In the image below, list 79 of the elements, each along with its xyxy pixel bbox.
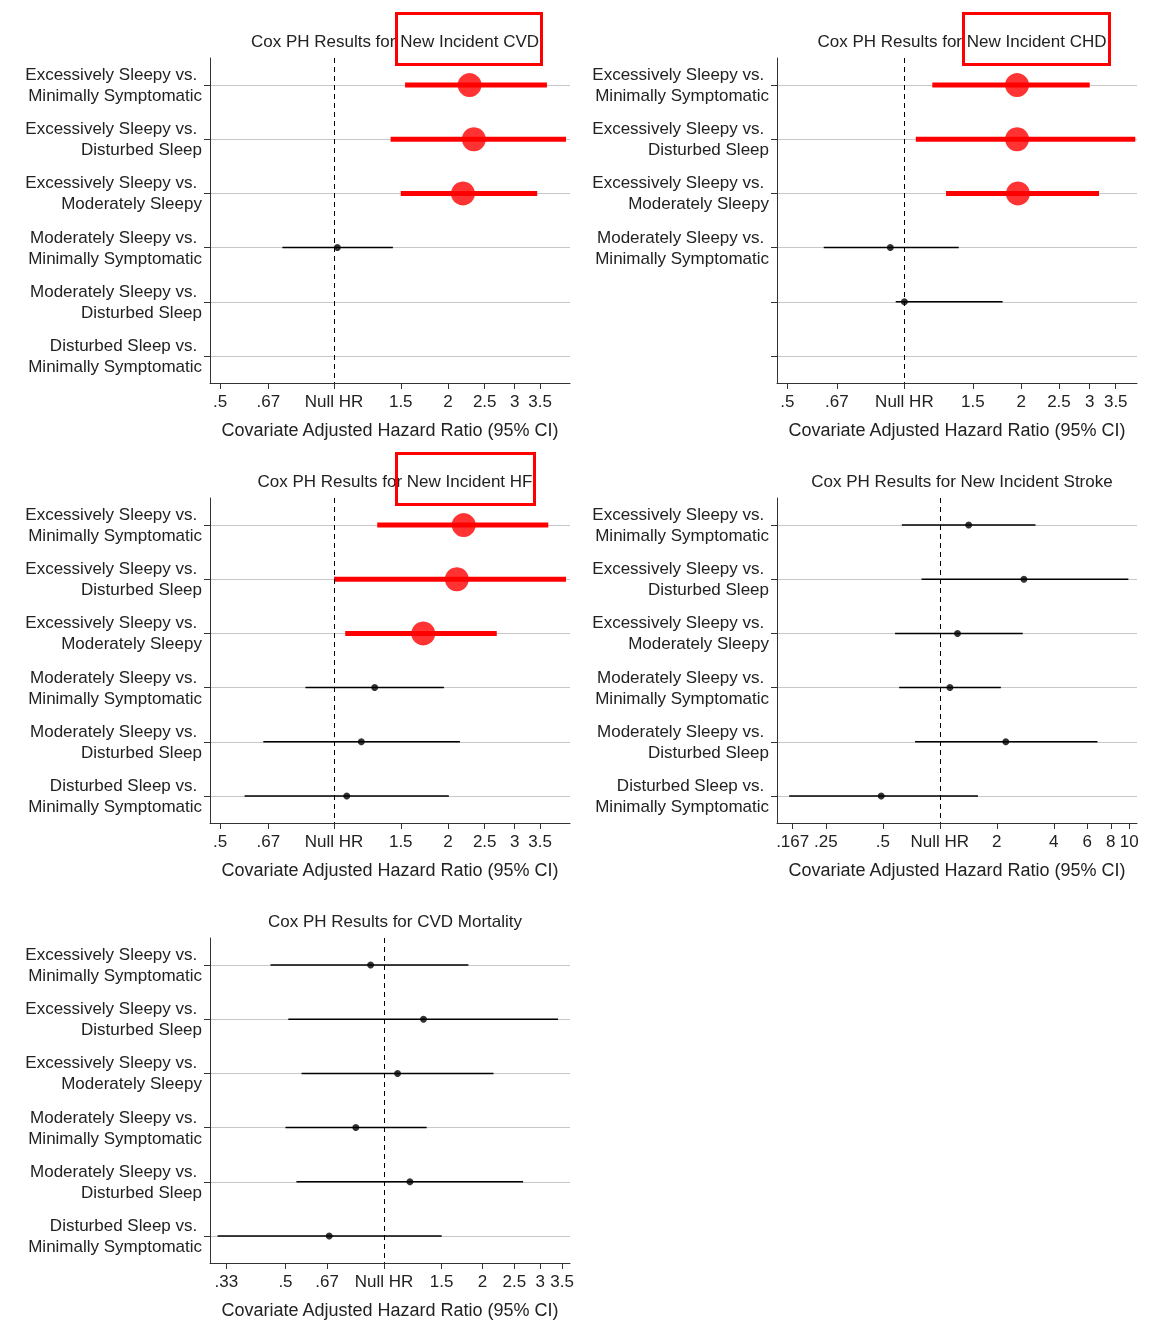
- x-tick-label: 2: [477, 1272, 488, 1291]
- x-tick-label: 3: [1085, 392, 1095, 411]
- x-tick-label: 8: [1106, 832, 1116, 851]
- y-tick-label: Disturbed Sleep vs. Minimally Symptomatic: [28, 335, 203, 376]
- x-tick-label: Null HR: [304, 392, 364, 411]
- chart-title: Cox PH Results for CVD Mortality: [267, 912, 523, 931]
- y-tick-label: Excessively Sleepy vs. Minimally Symptomatic: [25, 65, 203, 106]
- y-tick-label: Moderately Sleepy vs. Minimally Symptomatic: [28, 1107, 203, 1148]
- x-tick-label: 3: [509, 392, 520, 411]
- x-tick-label: .5: [780, 392, 795, 411]
- x-tick-label: .33: [214, 1272, 239, 1291]
- x-tick-label: 2.5: [472, 392, 497, 411]
- x-tick-label: 3.5: [550, 1272, 574, 1291]
- x-tick-label: 1.5: [388, 392, 413, 411]
- x-tick-label: Null HR: [304, 832, 364, 851]
- y-tick-label: Excessively Sleepy vs. Disturbed Sleep: [592, 559, 769, 600]
- x-axis-title: Covariate Adjusted Hazard Ratio (95% CI): [221, 860, 559, 880]
- x-tick-label: 2: [443, 832, 453, 851]
- x-tick-label: .5: [213, 832, 228, 851]
- y-tick-label: Moderately Sleepy vs. Disturbed Sleep: [30, 1161, 202, 1202]
- x-tick-label: Null HR: [354, 1272, 414, 1291]
- x-tick-label: 2.5: [502, 1272, 527, 1291]
- y-tick-label: Excessively Sleepy vs. Minimally Symptomatic: [592, 505, 770, 546]
- y-tick-label: Excessively Sleepy vs. Disturbed Sleep: [25, 999, 202, 1040]
- y-tick-label: Moderately Sleepy vs. Disturbed Sleep: [30, 721, 202, 762]
- x-tick-label: .5: [875, 832, 890, 851]
- x-axis-title: Covariate Adjusted Hazard Ratio (95% CI): [788, 420, 1126, 440]
- y-tick-label: Moderately Sleepy vs. Disturbed Sleep: [30, 281, 202, 322]
- x-tick-label: 6: [1082, 832, 1092, 851]
- x-tick-label: 3.5: [528, 392, 552, 411]
- x-axis-title: Covariate Adjusted Hazard Ratio (95% CI): [221, 420, 559, 440]
- x-axis-title: Covariate Adjusted Hazard Ratio (95% CI): [788, 860, 1126, 880]
- chart-title: Cox PH Results for New Incident Stroke: [811, 472, 1113, 491]
- chart-title: Cox PH Results for New Incident CVD: [250, 32, 540, 51]
- x-tick-label: .67: [256, 392, 281, 411]
- y-tick-label: Disturbed Sleep vs. Minimally Symptomatic: [595, 775, 770, 816]
- x-tick-label: 3: [535, 1272, 545, 1291]
- y-tick-label: Excessively Sleepy vs. Moderately Sleepy: [25, 173, 203, 214]
- x-tick-label: 1.5: [960, 392, 985, 411]
- y-tick-label: Excessively Sleepy vs. Minimally Symptomatic: [25, 505, 203, 546]
- y-tick-label: Moderately Sleepy vs. Minimally Symptomatic: [595, 667, 770, 708]
- x-tick-label: .67: [315, 1272, 339, 1291]
- x-tick-label: .167: [776, 832, 810, 851]
- y-tick-label: Disturbed Sleep vs. Minimally Symptomatic: [28, 775, 203, 816]
- x-tick-label: Null HR: [910, 832, 970, 851]
- x-tick-label: 3: [509, 832, 520, 851]
- x-tick-label: .67: [825, 392, 849, 411]
- x-tick-label: 10: [1119, 832, 1139, 851]
- x-tick-label: 2: [1016, 392, 1027, 411]
- chart-title: Cox PH Results for New Incident CHD: [817, 32, 1107, 51]
- x-tick-label: 2: [992, 832, 1002, 851]
- y-tick-label: Excessively Sleepy vs. Moderately Sleepy: [25, 613, 203, 654]
- y-tick-label: Excessively Sleepy vs. Disturbed Sleep: [25, 119, 202, 160]
- x-tick-label: 2.5: [1047, 392, 1071, 411]
- y-tick-label: Moderately Sleepy vs. Minimally Symptomatic: [28, 227, 203, 268]
- y-tick-label: Excessively Sleepy vs. Minimally Symptomatic: [25, 945, 203, 986]
- x-tick-label: 2: [443, 392, 453, 411]
- x-tick-label: .5: [213, 392, 228, 411]
- y-tick-label: Excessively Sleepy vs. Moderately Sleepy: [25, 1053, 203, 1094]
- y-tick-label: Excessively Sleepy vs. Disturbed Sleep: [592, 119, 769, 160]
- x-tick-label: 3.5: [1103, 392, 1128, 411]
- x-tick-label: 2.5: [472, 832, 497, 851]
- y-tick-label: Excessively Sleepy vs. Disturbed Sleep: [25, 559, 202, 600]
- y-tick-label: Excessively Sleepy vs. Moderately Sleepy: [592, 613, 770, 654]
- x-tick-label: 3.5: [528, 832, 552, 851]
- y-tick-label: Moderately Sleepy vs. Disturbed Sleep: [597, 721, 769, 762]
- x-tick-label: .67: [256, 832, 281, 851]
- y-tick-label: Excessively Sleepy vs. Minimally Symptomatic: [592, 65, 770, 106]
- x-axis-title: Covariate Adjusted Hazard Ratio (95% CI): [221, 1300, 559, 1320]
- y-tick-label: Moderately Sleepy vs. Minimally Symptomatic: [595, 227, 770, 268]
- x-tick-label: .5: [278, 1272, 293, 1291]
- x-tick-label: 4: [1049, 832, 1059, 851]
- y-tick-label: Disturbed Sleep vs. Minimally Symptomatic: [28, 1215, 203, 1256]
- x-tick-label: Null HR: [875, 392, 934, 411]
- x-tick-label: .25: [814, 832, 838, 851]
- y-tick-label: Excessively Sleepy vs. Moderately Sleepy: [592, 173, 770, 214]
- y-tick-label: Moderately Sleepy vs. Minimally Symptomatic: [28, 667, 203, 708]
- x-tick-label: 1.5: [388, 832, 413, 851]
- x-tick-label: 1.5: [429, 1272, 454, 1291]
